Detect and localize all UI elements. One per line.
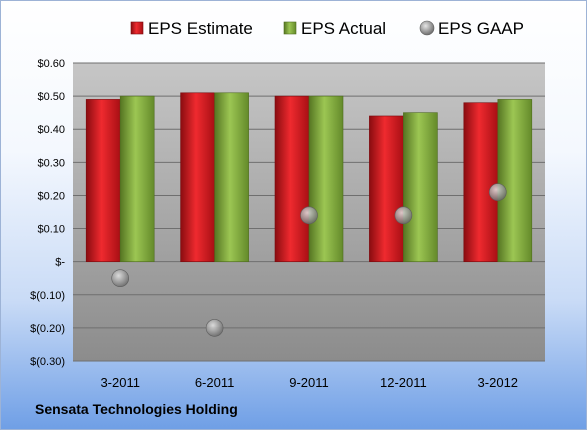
bars — [85, 92, 533, 337]
marker-eps-gaap — [205, 319, 224, 337]
legend: EPS Estimate EPS Actual EPS GAAP — [130, 19, 524, 38]
legend-eps-actual-label: EPS Actual — [301, 19, 386, 38]
marker-eps-gaap — [300, 206, 318, 225]
y-tick-label: $(0.10) — [30, 290, 65, 302]
legend-eps-estimate-label: EPS Estimate — [148, 19, 253, 38]
legend-eps-gaap-swatch — [419, 20, 435, 36]
y-tick-label: $0.10 — [37, 224, 65, 236]
bar-eps-estimate — [274, 95, 310, 262]
bar-eps-estimate — [369, 115, 404, 262]
y-tick-label: $0.50 — [37, 91, 65, 103]
company-name: Sensata Technologies Holding — [35, 401, 238, 417]
marker-eps-gaap — [488, 183, 507, 201]
bar-eps-actual — [403, 112, 438, 262]
y-tick-label: $(0.30) — [30, 356, 65, 368]
bar-eps-actual — [308, 95, 344, 262]
x-tick-label: 3-2012 — [478, 375, 518, 390]
marker-eps-gaap — [394, 206, 413, 225]
y-tick-label: $0.20 — [37, 190, 65, 202]
x-tick-label: 9-2011 — [289, 375, 329, 390]
y-tick-label: $(0.20) — [30, 323, 65, 335]
bar-eps-actual — [214, 92, 249, 262]
bar-eps-estimate — [463, 102, 499, 262]
legend-eps-estimate-swatch — [130, 21, 144, 35]
legend-eps-gaap-label: EPS GAAP — [438, 19, 524, 38]
bar-eps-actual — [119, 95, 155, 262]
y-tick-label: $- — [55, 257, 65, 269]
legend-eps-actual-swatch — [283, 21, 297, 35]
bar-eps-estimate — [85, 99, 121, 262]
y-tick-label: $0.30 — [37, 157, 65, 169]
x-tick-label: 12-2011 — [380, 375, 427, 390]
bar-eps-estimate — [180, 92, 215, 262]
y-tick-label: $0.40 — [37, 124, 65, 136]
y-axis: $0.60 $0.50 $0.40 $0.30 $0.20 $0.10 $- $(0.10) $… — [30, 58, 65, 368]
y-tick-label: $0.60 — [37, 58, 65, 70]
x-tick-label: 6-2011 — [195, 375, 235, 390]
x-axis: 3-2011 6-2011 9-2011 12-2011 3-2012 — [100, 375, 518, 390]
x-tick-label: 3-2011 — [100, 375, 140, 390]
marker-eps-gaap — [111, 269, 129, 288]
bar-eps-actual — [497, 99, 533, 262]
